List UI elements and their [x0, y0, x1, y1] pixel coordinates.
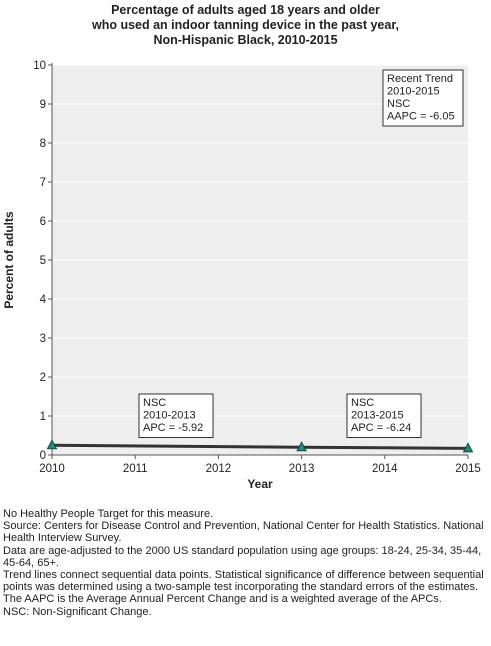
y-axis-title: Percent of adults: [2, 211, 16, 309]
x-tick-label-2014: 2014: [372, 463, 398, 475]
annotation-text-segment-2-2: APC = -6.24: [351, 422, 411, 434]
chart-title-line-1: Percentage of adults aged 18 years and o…: [111, 3, 380, 17]
y-tick-label-9: 9: [40, 99, 46, 111]
x-tick-label-2015: 2015: [455, 463, 481, 475]
annotation-box-recent-trend: [382, 69, 464, 127]
annotation-text-segment-2-1: 2013-2015: [351, 410, 404, 422]
y-tick-label-2: 2: [40, 372, 46, 384]
data-point-2013: [296, 441, 307, 452]
y-tick-label-5: 5: [40, 255, 46, 267]
y-tick-label-10: 10: [33, 60, 46, 72]
y-tick-label-6: 6: [40, 216, 46, 228]
footnote-source: Source: Centers for Disease Control and …: [3, 520, 484, 545]
footnote-target: No Healthy People Target for this measur…: [3, 508, 214, 520]
chart-title-line-3: Non-Hispanic Black, 2010-2015: [153, 33, 338, 47]
chart-title: Percentage of adults aged 18 years and o…: [0, 3, 491, 48]
annotation-text-segment-1-2: APC = -5.92: [143, 422, 203, 434]
annotation-text-recent-trend-3: AAPC = -6.05: [387, 111, 455, 123]
y-tick-label-3: 3: [40, 333, 46, 345]
data-point-2015: [462, 442, 474, 453]
annotation-text-recent-trend-2: NSC: [387, 98, 410, 110]
line-chart: 0 1 2 3 4 5 6 7 8 9 10 2010 2011 2012 2013 2014 2015 Year…: [2, 60, 481, 491]
x-axis-title: Year: [247, 477, 273, 491]
annotation-text-recent-trend-0: Recent Trend: [387, 73, 453, 85]
annotation-box-segment-1: [138, 393, 214, 438]
y-tick-label-8: 8: [40, 138, 46, 150]
annotation-box-segment-2: [346, 393, 422, 438]
annotation-text-segment-2-0: NSC: [351, 397, 374, 409]
annotation-text-segment-1-0: NSC: [143, 397, 166, 409]
footnote-nsc: NSC: Non-Significant Change.: [3, 605, 152, 618]
chart-title-line-2: who used an indoor tanning device in the…: [91, 18, 399, 32]
y-tick-label-7: 7: [40, 177, 46, 189]
footnote-age-adjustment: Data are age-adjusted to the 2000 US sta…: [3, 544, 482, 569]
x-tick-label-2010: 2010: [39, 463, 65, 475]
x-tick-label-2012: 2012: [206, 463, 232, 475]
annotation-text-segment-1-1: 2010-2013: [143, 410, 196, 422]
y-tick-label-0: 0: [40, 450, 46, 462]
footnotes: No Healthy People Target for this measur…: [3, 508, 489, 618]
y-tick-label-1: 1: [40, 411, 46, 423]
x-tick-label-2011: 2011: [123, 463, 148, 475]
x-tick-label-2013: 2013: [289, 463, 315, 475]
footnote-trend-lines: Trend lines connect sequential data poin…: [3, 569, 484, 594]
annotation-text-recent-trend-1: 2010-2015: [387, 86, 440, 98]
data-point-2010: [46, 439, 58, 450]
y-tick-label-4: 4: [40, 294, 47, 306]
footnote-aapc: The AAPC is the Average Annual Percent C…: [3, 593, 442, 606]
